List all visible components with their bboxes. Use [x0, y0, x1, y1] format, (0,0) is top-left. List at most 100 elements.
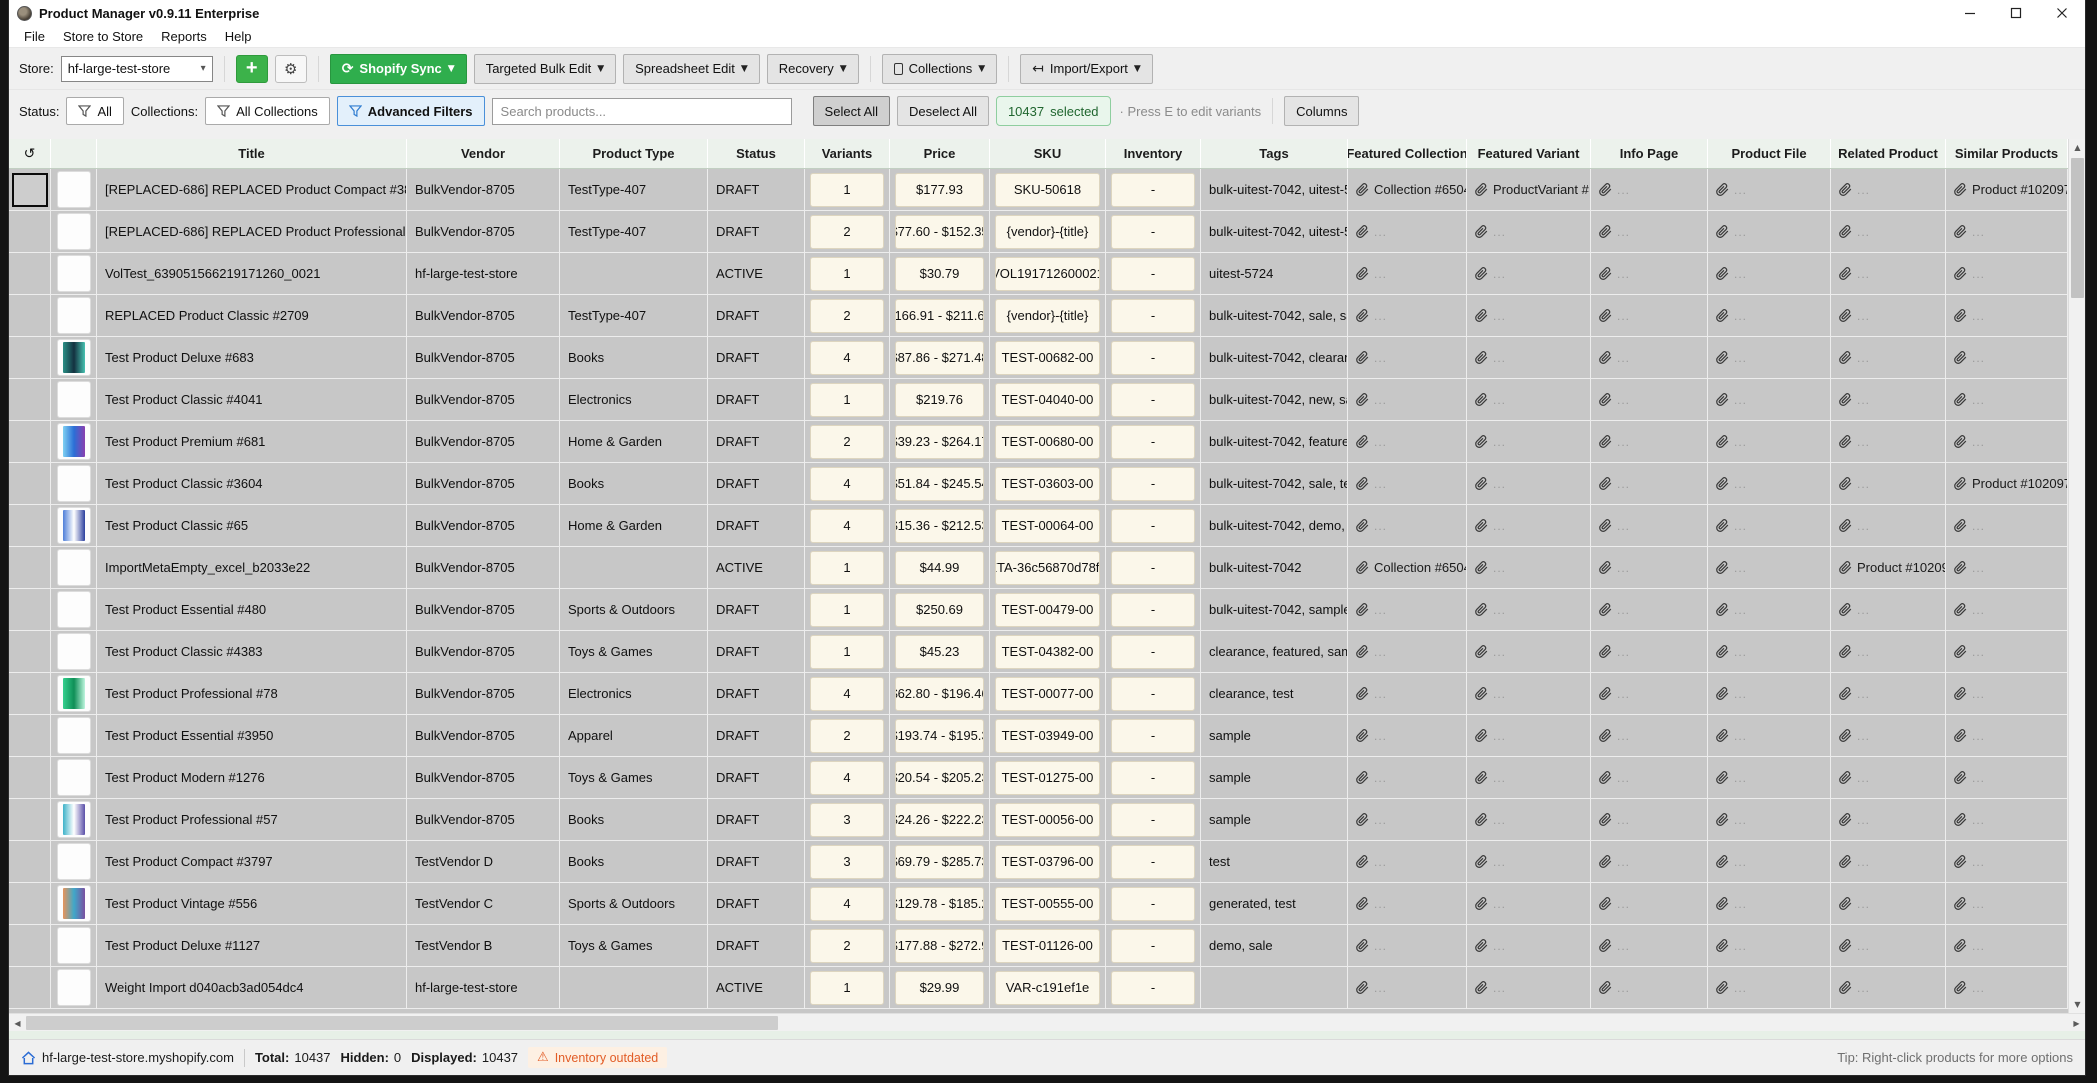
featured-collection-link[interactable]: ... [1348, 841, 1467, 882]
similar-products-link[interactable]: ... [1946, 337, 2068, 378]
similar-products-link[interactable]: ... [1946, 253, 2068, 294]
related-product-link[interactable]: ... [1831, 337, 1946, 378]
product-thumbnail[interactable] [51, 379, 97, 420]
sku-value[interactable]: TEST-03949-00 [995, 718, 1100, 753]
featured-collection-link[interactable]: ... [1348, 673, 1467, 714]
featured-collection-link[interactable]: Collection #6504 [1348, 547, 1467, 588]
product-file-link[interactable]: ... [1708, 799, 1831, 840]
column-header-sku[interactable]: SKU [990, 139, 1106, 168]
info-page-link[interactable]: ... [1591, 421, 1708, 462]
table-row[interactable]: Test Product Deluxe #1127 TestVendor B T… [9, 925, 2068, 967]
featured-variant-link[interactable]: ... [1467, 211, 1591, 252]
sku-value[interactable]: TEST-00682-00 [995, 340, 1100, 375]
featured-variant-link[interactable]: ... [1467, 379, 1591, 420]
related-product-link[interactable]: ... [1831, 463, 1946, 504]
similar-products-link[interactable]: ... [1946, 841, 2068, 882]
info-page-link[interactable]: ... [1591, 631, 1708, 672]
price-value[interactable]: $20.54 - $205.23 [895, 760, 984, 795]
row-select-cell[interactable] [9, 757, 51, 798]
related-product-link[interactable]: ... [1831, 631, 1946, 672]
column-header-variants[interactable]: Variants [805, 139, 890, 168]
featured-variant-link[interactable]: ... [1467, 841, 1591, 882]
price-value[interactable]: $62.80 - $196.46 [895, 676, 984, 711]
featured-variant-link[interactable]: ... [1467, 715, 1591, 756]
table-row[interactable]: Test Product Classic #4041 BulkVendor-87… [9, 379, 2068, 421]
inventory-value[interactable]: - [1111, 886, 1195, 921]
product-file-link[interactable]: ... [1708, 547, 1831, 588]
shopify-sync-button[interactable]: ⟳ Shopify Sync ▼ [329, 53, 467, 84]
similar-products-link[interactable]: ... [1946, 295, 2068, 336]
table-row[interactable]: Test Product Premium #681 BulkVendor-870… [9, 421, 2068, 463]
featured-variant-link[interactable]: ... [1467, 463, 1591, 504]
product-thumbnail[interactable] [51, 253, 97, 294]
featured-collection-link[interactable]: ... [1348, 421, 1467, 462]
scroll-left-arrow[interactable]: ◀ [14, 1018, 21, 1028]
status-filter-button[interactable]: All [66, 97, 124, 125]
featured-variant-link[interactable]: ... [1467, 547, 1591, 588]
price-value[interactable]: $15.36 - $212.53 [895, 508, 984, 543]
price-value[interactable]: $177.93 [895, 172, 984, 207]
featured-collection-link[interactable]: ... [1348, 295, 1467, 336]
featured-collection-link[interactable]: ... [1348, 211, 1467, 252]
sku-value[interactable]: TEST-00479-00 [995, 592, 1100, 627]
row-select-cell[interactable] [9, 169, 51, 210]
inventory-value[interactable]: - [1111, 844, 1195, 879]
store-select[interactable]: hf-large-test-store ▾ [60, 55, 213, 82]
similar-products-link[interactable]: ... [1946, 673, 2068, 714]
row-select-cell[interactable] [9, 463, 51, 504]
scroll-down-arrow[interactable]: ▼ [2074, 1000, 2081, 1009]
row-select-cell[interactable] [9, 925, 51, 966]
featured-collection-link[interactable]: Collection #6504 [1348, 169, 1467, 210]
price-value[interactable]: $45.23 [895, 634, 984, 669]
inventory-value[interactable]: - [1111, 298, 1195, 333]
price-value[interactable]: $29.99 [895, 970, 984, 1005]
similar-products-link[interactable]: ... [1946, 925, 2068, 966]
close-button[interactable] [2039, 0, 2085, 26]
advanced-filters-button[interactable]: Advanced Filters [336, 96, 485, 126]
product-file-link[interactable]: ... [1708, 967, 1831, 1008]
product-file-link[interactable]: ... [1708, 631, 1831, 672]
variants-value[interactable]: 4 [810, 676, 884, 711]
column-header-tags[interactable]: Tags [1201, 139, 1348, 168]
featured-collection-link[interactable]: ... [1348, 337, 1467, 378]
variants-value[interactable]: 4 [810, 760, 884, 795]
table-row[interactable]: Test Product Essential #480 BulkVendor-8… [9, 589, 2068, 631]
row-select-cell[interactable] [9, 841, 51, 882]
product-thumbnail[interactable] [51, 757, 97, 798]
table-row[interactable]: VolTest_639051566219171260_0021 hf-large… [9, 253, 2068, 295]
product-file-link[interactable]: ... [1708, 253, 1831, 294]
featured-collection-link[interactable]: ... [1348, 253, 1467, 294]
price-value[interactable]: $51.84 - $245.54 [895, 466, 984, 501]
row-select-cell[interactable] [9, 631, 51, 672]
sku-value[interactable]: TEST-00077-00 [995, 676, 1100, 711]
inventory-value[interactable]: - [1111, 676, 1195, 711]
horizontal-scroll-thumb[interactable] [26, 1016, 778, 1030]
product-file-link[interactable]: ... [1708, 421, 1831, 462]
featured-variant-link[interactable]: ... [1467, 589, 1591, 630]
similar-products-link[interactable]: Product #102097 [1946, 463, 2068, 504]
info-page-link[interactable]: ... [1591, 757, 1708, 798]
info-page-link[interactable]: ... [1591, 967, 1708, 1008]
row-select-cell[interactable] [9, 589, 51, 630]
row-select-cell[interactable] [9, 673, 51, 714]
table-row[interactable]: Test Product Professional #78 BulkVendor… [9, 673, 2068, 715]
info-page-link[interactable]: ... [1591, 169, 1708, 210]
inventory-value[interactable]: - [1111, 214, 1195, 249]
product-thumbnail[interactable] [51, 421, 97, 462]
table-row[interactable]: Test Product Professional #57 BulkVendor… [9, 799, 2068, 841]
featured-variant-link[interactable]: ... [1467, 631, 1591, 672]
spreadsheet-edit-button[interactable]: Spreadsheet Edit ▼ [623, 53, 760, 84]
sku-value[interactable]: TEST-01275-00 [995, 760, 1100, 795]
product-file-link[interactable]: ... [1708, 925, 1831, 966]
inventory-value[interactable]: - [1111, 802, 1195, 837]
variants-value[interactable]: 3 [810, 802, 884, 837]
sku-value[interactable]: TEST-00680-00 [995, 424, 1100, 459]
table-row[interactable]: Test Product Modern #1276 BulkVendor-870… [9, 757, 2068, 799]
info-page-link[interactable]: ... [1591, 841, 1708, 882]
related-product-link[interactable]: ... [1831, 925, 1946, 966]
inventory-value[interactable]: - [1111, 550, 1195, 585]
product-thumbnail[interactable] [51, 589, 97, 630]
price-value[interactable]: $44.99 [895, 550, 984, 585]
featured-collection-link[interactable]: ... [1348, 379, 1467, 420]
import-export-button[interactable]: ↤ Import/Export ▼ [1020, 53, 1153, 84]
